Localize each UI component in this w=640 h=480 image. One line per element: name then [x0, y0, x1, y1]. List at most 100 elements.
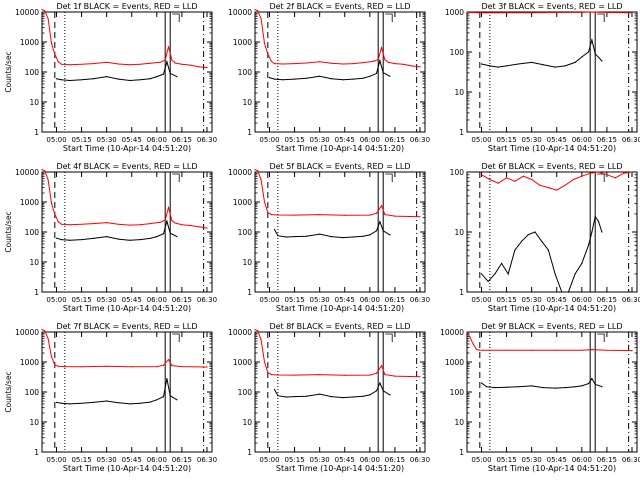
x-tick-label: 06:15: [172, 296, 192, 304]
data-point-lld: [69, 64, 71, 66]
data-point-lld: [54, 213, 56, 215]
data-point-events: [117, 402, 119, 404]
y-tick-label: 1: [247, 128, 252, 137]
x-tick-label: 05:15: [284, 136, 304, 144]
data-point-events: [149, 78, 151, 80]
data-point-lld: [614, 177, 616, 179]
panel-title: Det 7f BLACK = Events, RED = LLD: [56, 322, 197, 331]
y-tick-label: 10: [29, 418, 39, 427]
y-tick-label: 10000: [228, 8, 252, 17]
data-point-lld: [539, 184, 541, 186]
data-point-events: [369, 75, 371, 77]
y-tick-label: 100: [238, 68, 253, 77]
data-point-events: [517, 63, 519, 65]
data-point-lld: [319, 374, 321, 376]
data-point-lld: [189, 64, 191, 66]
data-point-lld: [254, 329, 256, 331]
data-point-events: [379, 221, 381, 223]
series-line-lld: [254, 169, 421, 218]
data-point-lld: [556, 349, 558, 351]
y-tick-label: 1000: [233, 38, 252, 47]
x-tick-label: 05:30: [97, 136, 117, 144]
data-point-events: [480, 273, 483, 275]
data-point-lld: [556, 189, 558, 191]
data-point-lld: [171, 365, 173, 367]
data-point-lld: [482, 349, 484, 351]
x-tick-label: 05:45: [122, 456, 142, 464]
x-tick-label: 06:30: [622, 456, 640, 464]
series-line-lld: [41, 169, 208, 229]
data-point-lld: [294, 214, 296, 216]
panel-title: Det 3f BLACK = Events, RED = LLD: [481, 2, 622, 11]
data-point-lld: [50, 356, 53, 358]
y-tick-label: 10: [242, 418, 252, 427]
data-point-lld: [411, 65, 413, 67]
data-point-events: [139, 402, 141, 404]
data-point-lld: [282, 63, 284, 65]
data-point-events: [542, 387, 545, 389]
series-line-lld: [466, 333, 633, 352]
data-point-lld: [41, 169, 43, 171]
data-point-events: [285, 396, 287, 398]
x-tick-label: 06:00: [572, 136, 592, 144]
panel-1: Det 1f BLACK = Events, RED = LLD 1 10 100 10…: [4, 2, 217, 153]
data-point-lld: [92, 223, 94, 225]
series-line-lld: [41, 9, 208, 69]
x-tick-label: 05:30: [97, 296, 117, 304]
data-point-lld: [263, 361, 266, 363]
x-axis-label: Start Time (10-Apr-14 04:51:20): [276, 304, 404, 313]
y-tick-label: 100: [25, 68, 40, 77]
data-point-lld: [514, 180, 516, 182]
data-point-events: [106, 400, 108, 402]
data-point-lld: [41, 329, 43, 331]
data-point-lld: [260, 339, 262, 341]
data-point-lld: [174, 62, 176, 64]
data-point-events: [597, 220, 600, 222]
data-point-lld: [606, 349, 608, 351]
x-tick-label: 05:45: [122, 296, 142, 304]
marker-flag: [385, 173, 393, 182]
y-tick-label: 10000: [228, 328, 252, 337]
data-point-lld: [149, 223, 151, 225]
marker-flag: [172, 333, 180, 342]
data-point-lld: [54, 364, 56, 366]
panel-title: Det 4f BLACK = Events, RED = LLD: [56, 162, 197, 171]
data-point-lld: [106, 61, 108, 63]
data-point-lld: [181, 366, 183, 368]
data-point-lld: [117, 223, 119, 225]
x-tick-label: 06:30: [197, 296, 217, 304]
data-point-lld: [162, 364, 165, 366]
data-point-events: [382, 390, 384, 392]
data-point-events: [507, 273, 509, 275]
data-point-lld: [597, 11, 600, 13]
data-point-events: [330, 236, 332, 238]
data-point-lld: [631, 171, 633, 173]
data-point-lld: [369, 214, 371, 216]
plot-frame: [466, 11, 638, 133]
data-point-events: [362, 235, 364, 237]
data-point-lld: [556, 11, 558, 14]
marker-flag: [172, 173, 180, 182]
data-point-lld: [273, 63, 276, 65]
data-point-events: [92, 237, 94, 239]
data-point-lld: [531, 178, 533, 181]
x-tick-label: 06:15: [172, 136, 192, 144]
y-axis-label: Counts/sec: [4, 371, 13, 412]
data-point-events: [139, 239, 141, 241]
data-point-lld: [342, 63, 344, 65]
data-point-lld: [384, 214, 386, 216]
data-point-events: [273, 229, 276, 231]
x-tick-label: 06:00: [572, 296, 592, 304]
data-point-lld: [260, 18, 262, 20]
data-point-lld: [50, 202, 53, 204]
data-point-events: [480, 63, 483, 65]
data-point-events: [69, 239, 71, 241]
data-point-events: [527, 234, 529, 236]
data-point-events: [487, 280, 489, 282]
x-tick-label: 06:15: [172, 456, 192, 464]
data-point-events: [277, 395, 279, 397]
data-point-events: [60, 402, 63, 404]
data-point-events: [319, 75, 321, 77]
data-point-lld: [589, 172, 591, 174]
data-point-lld: [69, 224, 71, 226]
